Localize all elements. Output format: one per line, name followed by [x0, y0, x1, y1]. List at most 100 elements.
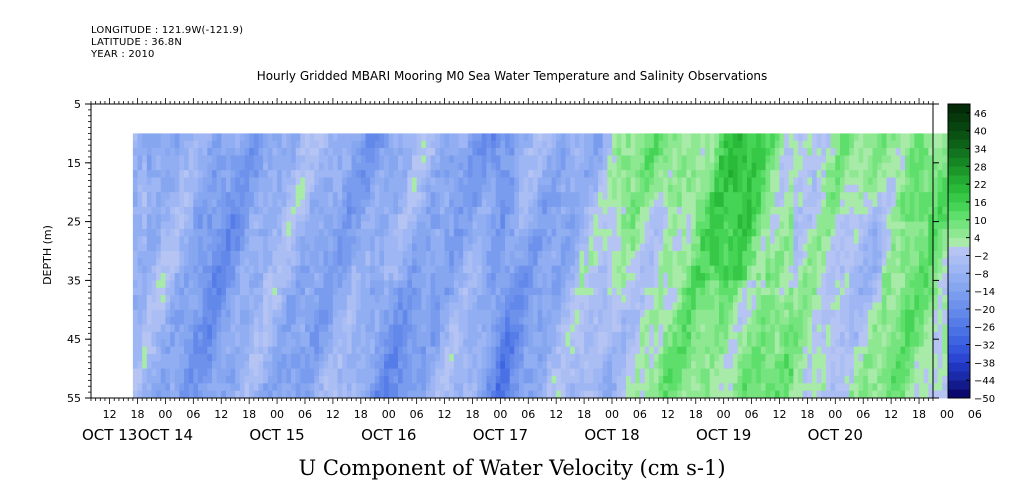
heatmap-cell	[402, 339, 408, 347]
heatmap-cell	[742, 170, 748, 178]
heatmap-cell	[746, 368, 752, 377]
heatmap-cell	[304, 133, 311, 142]
heatmap-cell	[546, 192, 552, 200]
heatmap-cell	[523, 265, 529, 274]
heatmap-cell	[239, 390, 245, 399]
heatmap-cell	[304, 346, 311, 355]
heatmap-cell	[514, 148, 520, 156]
heatmap-cell	[263, 331, 269, 340]
heatmap-cell	[453, 184, 459, 193]
heatmap-cell	[746, 206, 752, 215]
heatmap-cell	[760, 317, 766, 325]
heatmap-cell	[467, 309, 473, 318]
heatmap-cell	[170, 383, 176, 392]
heatmap-cell	[491, 199, 497, 208]
heatmap-cell	[705, 324, 711, 333]
heatmap-cell	[700, 309, 706, 318]
heatmap-cell	[756, 339, 762, 347]
heatmap-cell	[481, 390, 487, 399]
heatmap-cell	[672, 317, 678, 325]
heatmap-cell	[332, 228, 338, 237]
heatmap-cell	[360, 214, 366, 222]
heatmap-cell	[388, 155, 394, 164]
heatmap-cell	[723, 258, 729, 267]
heatmap-cell	[588, 324, 594, 333]
heatmap-cell	[402, 184, 408, 193]
heatmap-cell	[421, 353, 427, 362]
heatmap-cell	[751, 199, 757, 208]
heatmap-cell	[291, 361, 297, 369]
heatmap-cell	[286, 287, 292, 296]
heatmap-cell	[193, 353, 199, 362]
heatmap-cell	[742, 273, 748, 281]
heatmap-cell	[518, 346, 525, 355]
heatmap-cell	[137, 199, 143, 208]
heatmap-cell	[295, 273, 301, 281]
heatmap-cell	[151, 287, 157, 296]
heatmap-cell	[658, 331, 664, 340]
heatmap-cell	[170, 265, 176, 274]
heatmap-cell	[458, 206, 464, 215]
heatmap-cell	[593, 214, 599, 222]
heatmap-cell	[407, 383, 413, 392]
heatmap-cell	[379, 243, 385, 252]
heatmap-cell	[574, 133, 580, 142]
heatmap-cell	[374, 221, 380, 230]
heatmap-cell	[435, 361, 441, 369]
heatmap-cell	[337, 221, 343, 230]
heatmap-cell	[272, 339, 278, 347]
heatmap-cell	[267, 170, 273, 178]
heatmap-cell	[398, 184, 404, 193]
heatmap-cell	[714, 287, 720, 296]
heatmap-cell	[444, 368, 450, 377]
heatmap-cell	[211, 361, 217, 369]
heatmap-cell	[579, 368, 585, 377]
heatmap-cell	[328, 206, 334, 215]
heatmap-cell	[709, 346, 715, 355]
heatmap-cell	[681, 383, 687, 392]
heatmap-cell	[505, 273, 511, 281]
heatmap-cell	[509, 280, 515, 289]
heatmap-cell	[770, 228, 776, 237]
heatmap-cell	[500, 184, 506, 193]
heatmap-cell	[388, 368, 394, 377]
heatmap-cell	[760, 236, 766, 245]
heatmap-cell	[467, 199, 473, 208]
heatmap-cell	[439, 177, 445, 186]
heatmap-cell	[374, 346, 380, 355]
heatmap-cell	[518, 361, 525, 369]
heatmap-cell	[625, 214, 632, 222]
heatmap-cell	[351, 346, 357, 355]
heatmap-cell	[267, 243, 273, 252]
heatmap-cell	[318, 251, 324, 259]
heatmap-cell	[216, 331, 222, 340]
heatmap-cell	[309, 251, 315, 259]
heatmap-cell	[584, 265, 590, 274]
heatmap-cell	[579, 361, 585, 369]
heatmap-cell	[681, 148, 687, 156]
heatmap-cell	[644, 309, 650, 318]
heatmap-cell	[249, 287, 255, 296]
heatmap-cell	[374, 243, 380, 252]
heatmap-cell	[705, 375, 711, 384]
heatmap-cell	[193, 251, 199, 259]
heatmap-cell	[467, 287, 473, 296]
heatmap-cell	[477, 170, 483, 178]
heatmap-cell	[667, 302, 673, 311]
heatmap-cell	[258, 243, 264, 252]
heatmap-cell	[560, 346, 566, 355]
heatmap-cell	[681, 251, 687, 259]
heatmap-cell	[537, 236, 543, 245]
heatmap-cell	[202, 317, 208, 325]
heatmap-cell	[453, 339, 459, 347]
heatmap-cell	[649, 221, 655, 230]
heatmap-cell	[328, 302, 334, 311]
heatmap-cell	[681, 184, 687, 193]
heatmap-cell	[514, 265, 520, 274]
heatmap-cell	[658, 221, 664, 230]
heatmap-cell	[495, 148, 501, 156]
heatmap-cell	[472, 390, 478, 399]
heatmap-cell	[653, 368, 659, 377]
heatmap-cell	[542, 339, 548, 347]
heatmap-cell	[142, 177, 148, 186]
